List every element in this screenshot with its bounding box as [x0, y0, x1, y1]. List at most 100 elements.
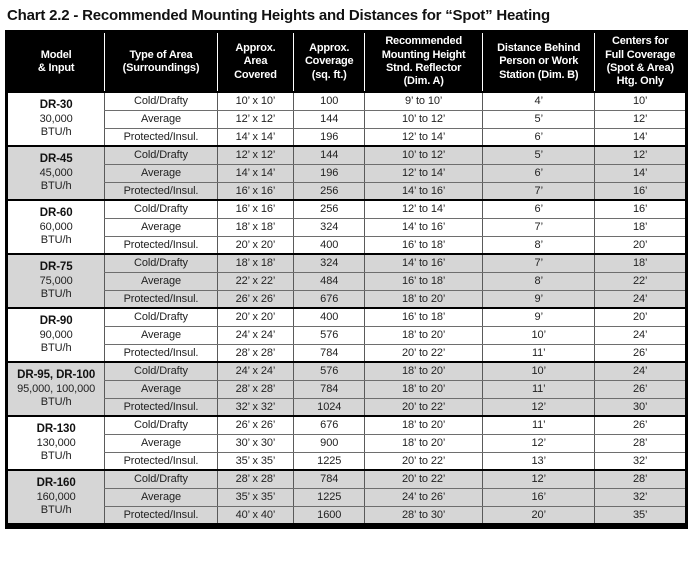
data-cell: Average	[104, 110, 218, 129]
data-cell: 144	[293, 146, 365, 165]
data-cell: Cold/Drafty	[104, 470, 218, 489]
table-row: Protected/Insul. 26’ x 26’ 676 18’ to 20’ 9’…	[8, 290, 685, 309]
data-cell: 16’	[482, 488, 595, 507]
data-cell: 10’	[482, 362, 595, 381]
data-cell: 12’ x 12’	[216, 110, 294, 129]
data-cell: 28’ to 30’	[364, 506, 483, 525]
data-cell: 14’ x 14’	[216, 128, 294, 147]
model-cell: DR-45 45,000 BTU/h	[8, 146, 105, 201]
data-cell: 28’ x 28’	[216, 380, 294, 399]
table-row: DR-30 30,000 BTU/h Cold/Drafty 10’ x 10’ 100 9…	[8, 92, 685, 147]
data-cell: Cold/Drafty	[104, 362, 218, 381]
data-cell: 576	[293, 362, 365, 381]
data-cell: 20’ to 22’	[364, 470, 483, 489]
data-cell: 35’ x 35’	[216, 488, 294, 507]
table-body: DR-30 30,000 BTU/h Cold/Drafty 10’ x 10’ 100 9…	[8, 92, 685, 525]
data-cell: Cold/Drafty	[104, 308, 218, 327]
data-cell: 18’ x 18’	[216, 254, 294, 273]
data-cell: 1024	[293, 398, 365, 417]
model-name: DR-160	[36, 476, 76, 489]
data-cell: 16’	[594, 200, 685, 219]
data-cell: 13’	[482, 452, 595, 471]
model-name: DR-75	[39, 260, 73, 273]
data-cell: 20’	[594, 308, 685, 327]
data-cell: 900	[293, 434, 365, 453]
data-cell: Protected/Insul.	[104, 236, 218, 255]
data-cell: 18’ to 20’	[364, 380, 483, 399]
data-cell: Average	[104, 164, 218, 183]
model-cell: DR-95, DR-100 95,000, 100,000 BTU/h	[8, 362, 105, 417]
column-header-mounting-height: Recommended Mounting Height Stnd. Reflec…	[364, 33, 483, 93]
data-cell: 22’ x 22’	[216, 272, 294, 291]
data-cell: Average	[104, 326, 218, 345]
data-cell: 1225	[293, 452, 365, 471]
data-cell: 12’	[482, 434, 595, 453]
data-cell: 784	[293, 470, 365, 489]
table-row: DR-160 160,000 BTU/h Cold/Drafty 28’ x 28’ 78…	[8, 470, 685, 525]
data-cell: 9’	[482, 308, 595, 327]
data-cell: 14’	[594, 164, 685, 183]
model-name: DR-130	[36, 422, 76, 435]
table-row: Protected/Insul. 40’ x 40’ 1600 28’ to 30’ 2…	[8, 506, 685, 525]
model-input-line: 160,000	[36, 490, 76, 503]
data-cell: 18’	[594, 218, 685, 237]
table-row: DR-45 45,000 BTU/h Cold/Drafty 12’ x 12’ 144 1…	[8, 146, 685, 201]
data-cell: 11’	[482, 380, 595, 399]
data-cell: 18’	[594, 254, 685, 273]
column-header-distance-behind: Distance Behind Person or Work Station (…	[482, 33, 595, 93]
data-cell: 20’ to 22’	[364, 344, 483, 363]
data-cell: 10’ x 10’	[216, 92, 294, 111]
data-cell: 20’	[482, 506, 595, 525]
data-cell: 20’ x 20’	[216, 308, 294, 327]
data-cell: 28’ x 28’	[216, 344, 294, 363]
data-cell: 24’	[594, 326, 685, 345]
data-cell: 10’	[594, 92, 685, 111]
data-cell: Cold/Drafty	[104, 92, 218, 111]
model-input-line: BTU/h	[40, 503, 72, 516]
table-row: Protected/Insul. 28’ x 28’ 784 20’ to 22’ 11…	[8, 344, 685, 363]
data-cell: 35’	[594, 506, 685, 525]
data-cell: Average	[104, 434, 218, 453]
model-input-line: BTU/h	[40, 287, 72, 300]
model-name: DR-45	[39, 152, 73, 165]
model-input-line: BTU/h	[40, 395, 72, 408]
table-header: Model & Input Type of Area (Surroundings…	[8, 33, 685, 93]
data-cell: 11’	[482, 344, 595, 363]
data-cell: 12’	[482, 398, 595, 417]
data-cell: 676	[293, 416, 365, 435]
data-cell: 400	[293, 308, 365, 327]
data-cell: 26’	[594, 380, 685, 399]
data-cell: 196	[293, 164, 365, 183]
data-cell: Protected/Insul.	[104, 290, 218, 309]
data-cell: 12’ to 14’	[364, 164, 483, 183]
data-cell: 26’ x 26’	[216, 416, 294, 435]
data-cell: 22’	[594, 272, 685, 291]
data-cell: 196	[293, 128, 365, 147]
data-cell: 10’	[482, 326, 595, 345]
model-cell: DR-90 90,000 BTU/h	[8, 308, 105, 363]
model-input-line: 30,000	[39, 112, 73, 125]
table-row: DR-75 75,000 BTU/h Cold/Drafty 18’ x 18’ 324 1…	[8, 254, 685, 309]
model-input-line: BTU/h	[40, 449, 72, 462]
model-input-line: BTU/h	[40, 341, 72, 354]
data-cell: 12’ x 12’	[216, 146, 294, 165]
table-row: Average 22’ x 22’ 484 16’ to 18’ 8’ 22’	[8, 272, 685, 291]
column-header-coverage: Approx. Coverage (sq. ft.)	[293, 33, 365, 93]
mounting-table-wrapper: Model & Input Type of Area (Surroundings…	[5, 30, 688, 529]
data-cell: 784	[293, 344, 365, 363]
column-header-area-covered: Approx. Area Covered	[216, 33, 294, 93]
data-cell: 12’	[594, 110, 685, 129]
data-cell: 40’ x 40’	[216, 506, 294, 525]
data-cell: 10’ to 12’	[364, 110, 483, 129]
data-cell: 12’	[594, 146, 685, 165]
data-cell: Cold/Drafty	[104, 200, 218, 219]
model-cell: DR-75 75,000 BTU/h	[8, 254, 105, 309]
data-cell: 8’	[482, 236, 595, 255]
data-cell: 12’	[482, 470, 595, 489]
data-cell: 12’ to 14’	[364, 200, 483, 219]
data-cell: 14’ to 16’	[364, 218, 483, 237]
data-cell: 10’ to 12’	[364, 146, 483, 165]
model-input-line: 90,000	[39, 328, 73, 341]
data-cell: 256	[293, 182, 365, 201]
